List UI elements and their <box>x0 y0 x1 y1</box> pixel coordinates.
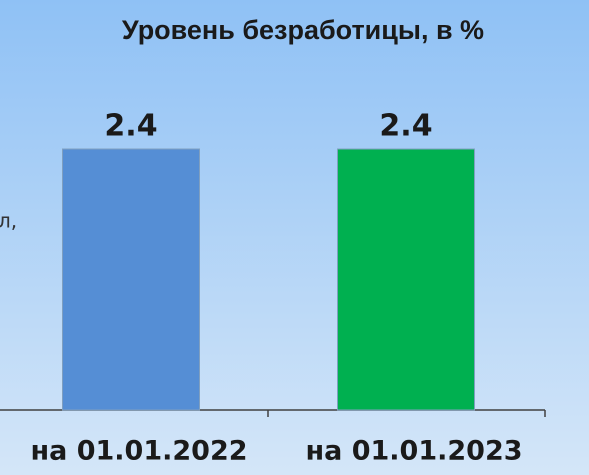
annotation: л, <box>0 209 17 233</box>
value-label: 2.4 <box>104 109 157 144</box>
bar <box>62 148 200 411</box>
bar <box>337 148 475 411</box>
value-label: 2.4 <box>379 109 432 144</box>
x-tick-label: на 01.01.2022 <box>30 436 247 467</box>
chart-title: Уровень безработицы, в % <box>122 15 484 45</box>
x-tick-label: на 01.01.2023 <box>305 436 522 467</box>
